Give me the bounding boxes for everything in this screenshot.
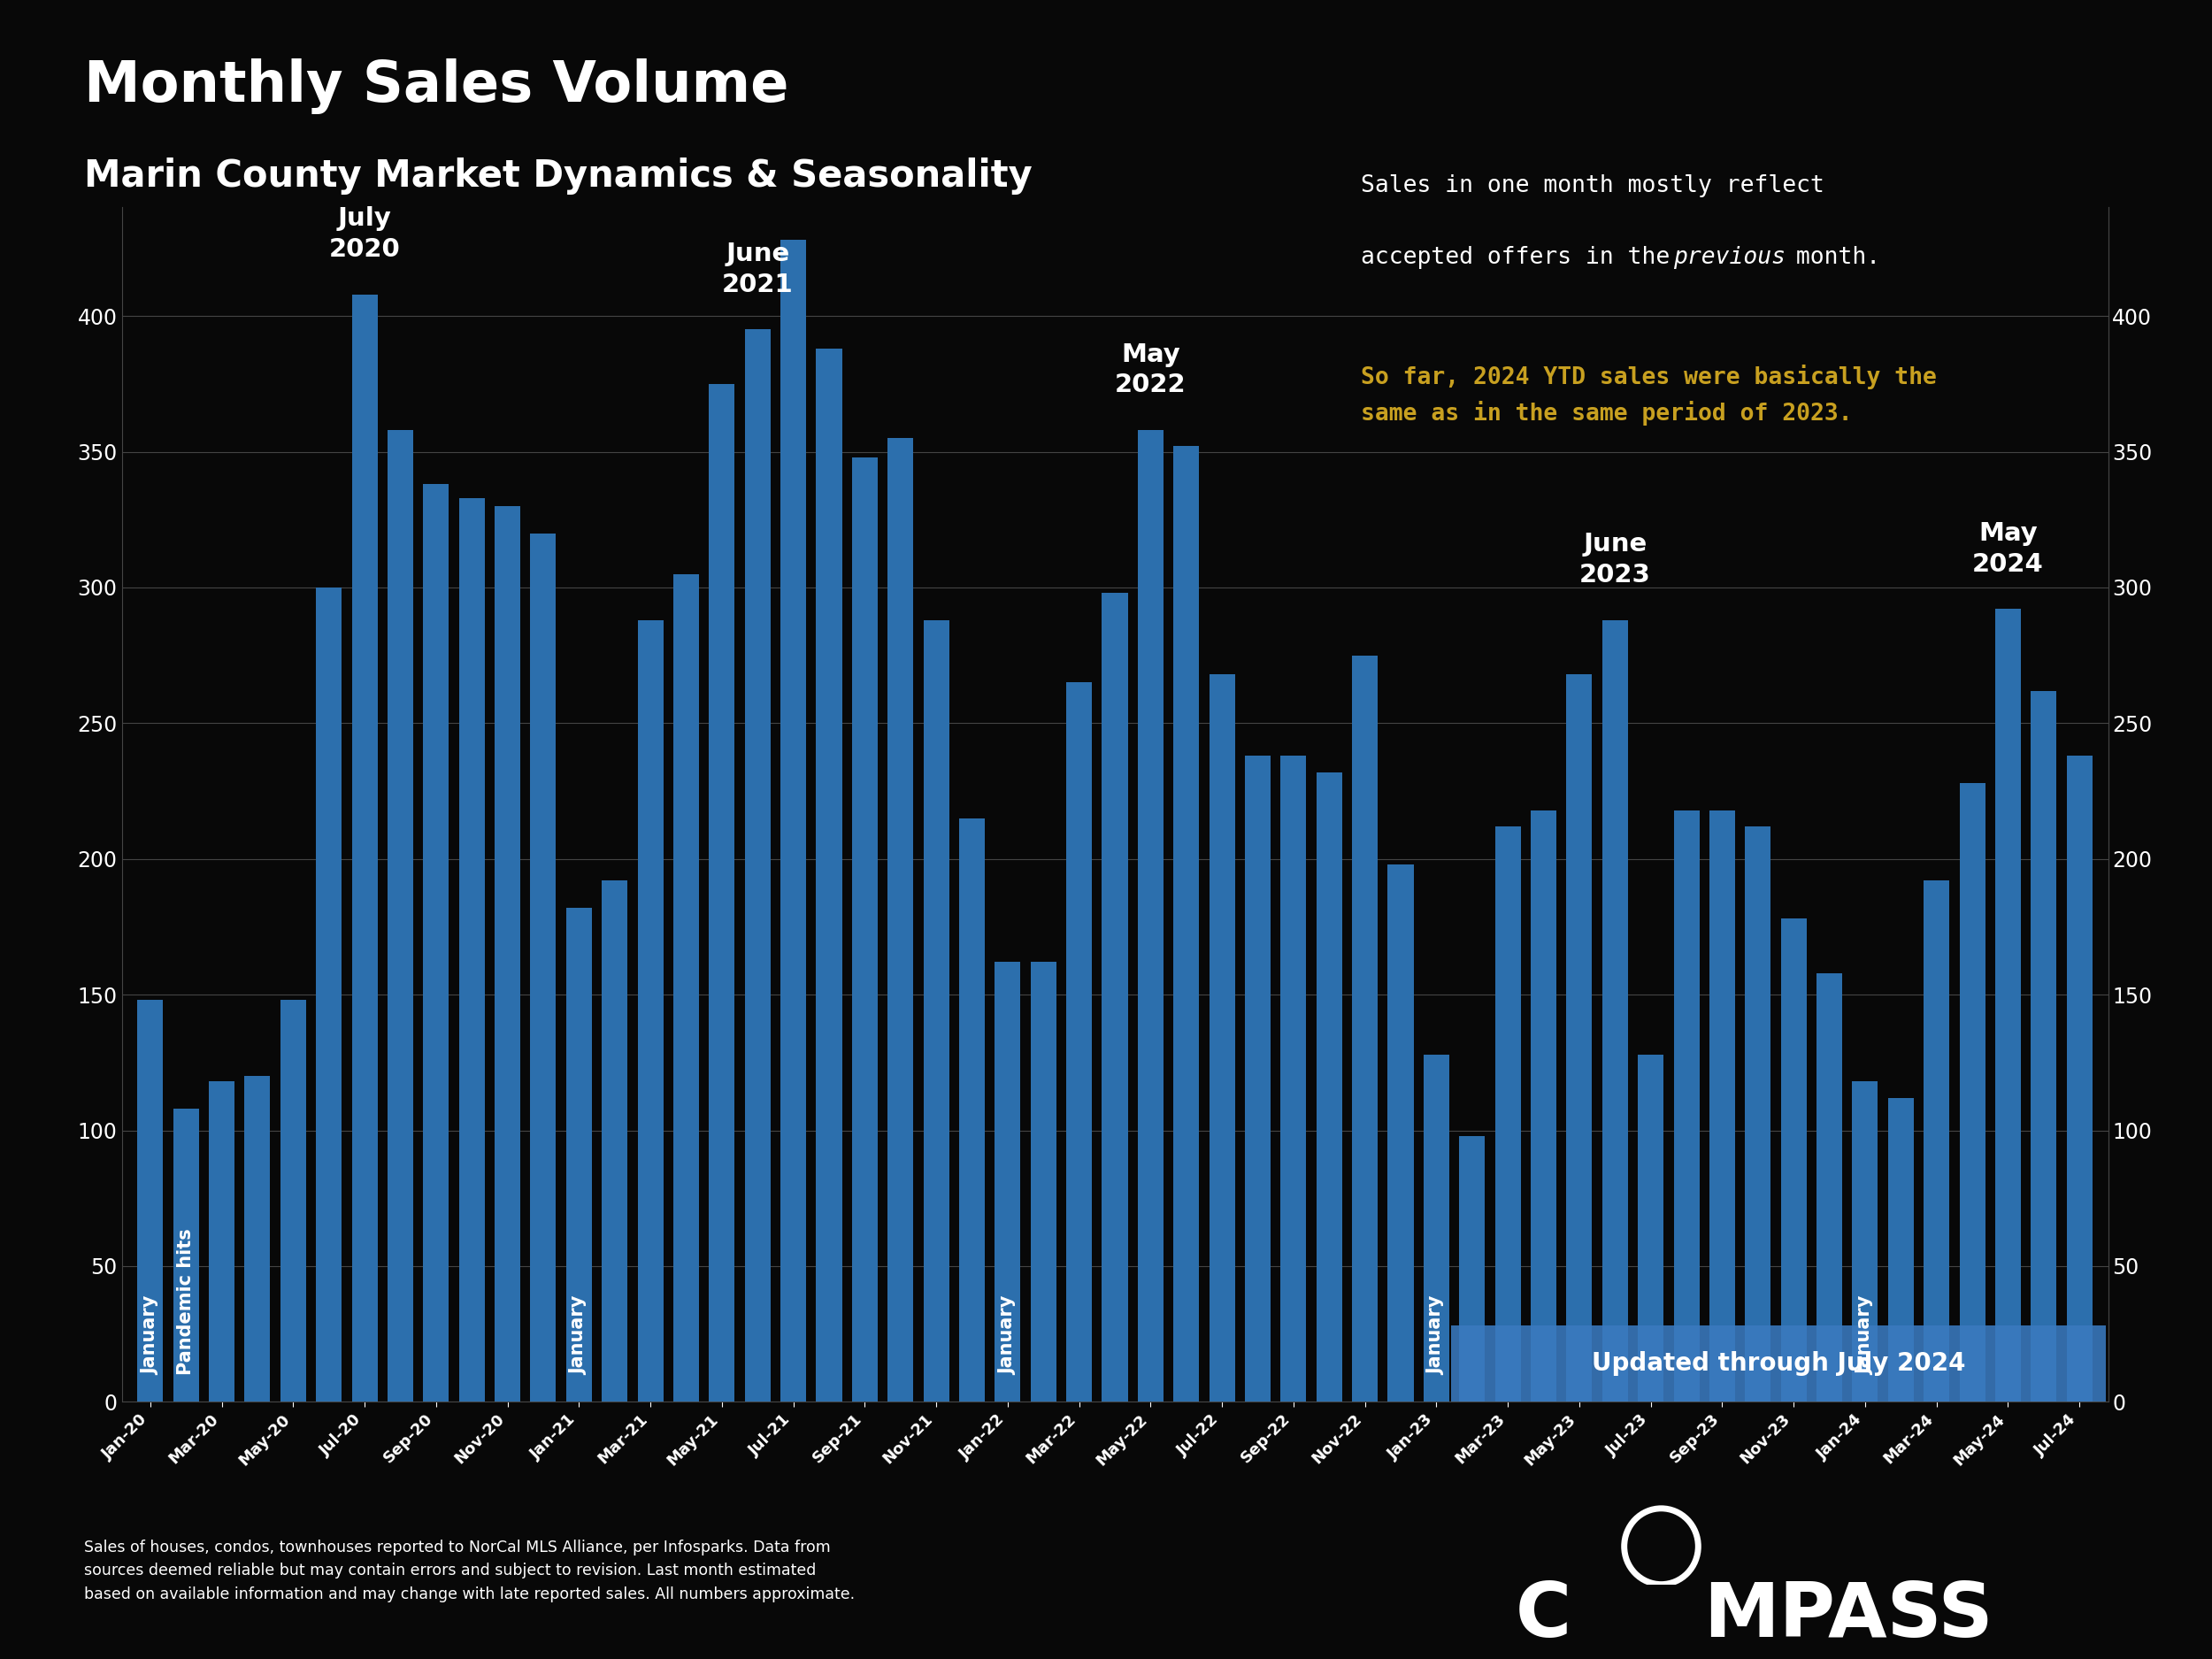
Bar <box>1460 1136 1484 1402</box>
Bar <box>781 241 805 1402</box>
Text: month.: month. <box>1783 246 1880 269</box>
Bar <box>672 574 699 1402</box>
Bar <box>1710 810 1734 1402</box>
Text: Marin County Market Dynamics & Seasonality: Marin County Market Dynamics & Seasonali… <box>84 158 1033 194</box>
Bar <box>852 458 878 1402</box>
Text: Sales of houses, condos, townhouses reported to NorCal MLS Alliance, per Infospa: Sales of houses, condos, townhouses repo… <box>84 1540 854 1603</box>
Text: January: January <box>571 1296 588 1375</box>
Bar <box>2031 690 2057 1402</box>
Bar <box>1781 919 1807 1402</box>
Bar <box>1531 810 1557 1402</box>
Bar <box>458 498 484 1402</box>
Bar <box>960 818 984 1402</box>
Text: May
2022: May 2022 <box>1115 342 1186 398</box>
Bar <box>316 587 341 1402</box>
Bar <box>352 294 378 1402</box>
Bar <box>995 962 1020 1402</box>
Text: June
2021: June 2021 <box>721 242 794 297</box>
Bar <box>1889 1098 1913 1402</box>
Text: January: January <box>1856 1296 1874 1375</box>
Text: Monthly Sales Volume: Monthly Sales Volume <box>84 58 790 114</box>
Bar <box>1316 771 1343 1402</box>
Bar <box>1960 783 1984 1402</box>
Text: Updated through July 2024: Updated through July 2024 <box>1593 1352 1966 1377</box>
Bar <box>1281 757 1307 1402</box>
Bar <box>387 430 414 1402</box>
Bar <box>137 1000 164 1402</box>
Bar <box>1172 446 1199 1402</box>
Bar <box>1816 972 1843 1402</box>
Text: C: C <box>1515 1579 1571 1652</box>
Bar <box>1352 655 1378 1402</box>
Bar <box>1495 826 1520 1402</box>
Bar <box>1210 674 1234 1402</box>
Text: January: January <box>142 1296 159 1375</box>
Bar <box>710 383 734 1402</box>
Bar <box>208 1082 234 1402</box>
Bar <box>173 1108 199 1402</box>
Bar <box>1745 826 1772 1402</box>
Bar <box>1245 757 1270 1402</box>
Bar <box>281 1000 305 1402</box>
Text: Sales in one month mostly reflect: Sales in one month mostly reflect <box>1360 174 1825 197</box>
Bar <box>422 484 449 1402</box>
Bar <box>602 881 628 1402</box>
Bar <box>1601 620 1628 1402</box>
Bar <box>1031 962 1057 1402</box>
Bar <box>922 620 949 1402</box>
Text: June
2023: June 2023 <box>1579 533 1650 587</box>
Bar <box>1387 864 1413 1402</box>
Text: So far, 2024 YTD sales were basically the
same as in the same period of 2023.: So far, 2024 YTD sales were basically th… <box>1360 365 1936 425</box>
Bar <box>745 330 770 1402</box>
Bar <box>1924 881 1949 1402</box>
FancyBboxPatch shape <box>1451 1326 2106 1402</box>
Bar <box>531 533 555 1402</box>
Bar <box>1995 609 2022 1402</box>
Bar <box>637 620 664 1402</box>
Bar <box>1674 810 1699 1402</box>
Bar <box>887 438 914 1402</box>
Bar <box>1102 592 1128 1402</box>
Text: MPASS: MPASS <box>1703 1579 1993 1652</box>
Text: January: January <box>1000 1296 1018 1375</box>
Bar <box>2066 757 2093 1402</box>
Bar <box>1066 682 1093 1402</box>
Bar <box>816 348 843 1402</box>
Bar <box>246 1077 270 1402</box>
Bar <box>1637 1055 1663 1402</box>
Text: January: January <box>1427 1296 1444 1375</box>
Bar <box>1137 430 1164 1402</box>
Bar <box>1851 1082 1878 1402</box>
Text: Pandemic hits: Pandemic hits <box>177 1228 195 1375</box>
Bar <box>495 506 520 1402</box>
Bar <box>566 907 593 1402</box>
Text: May
2024: May 2024 <box>1973 521 2044 577</box>
Bar <box>1566 674 1593 1402</box>
Bar <box>1425 1055 1449 1402</box>
Text: previous: previous <box>1672 246 1785 269</box>
Text: accepted offers in the: accepted offers in the <box>1360 246 1683 269</box>
Text: July
2020: July 2020 <box>330 206 400 262</box>
